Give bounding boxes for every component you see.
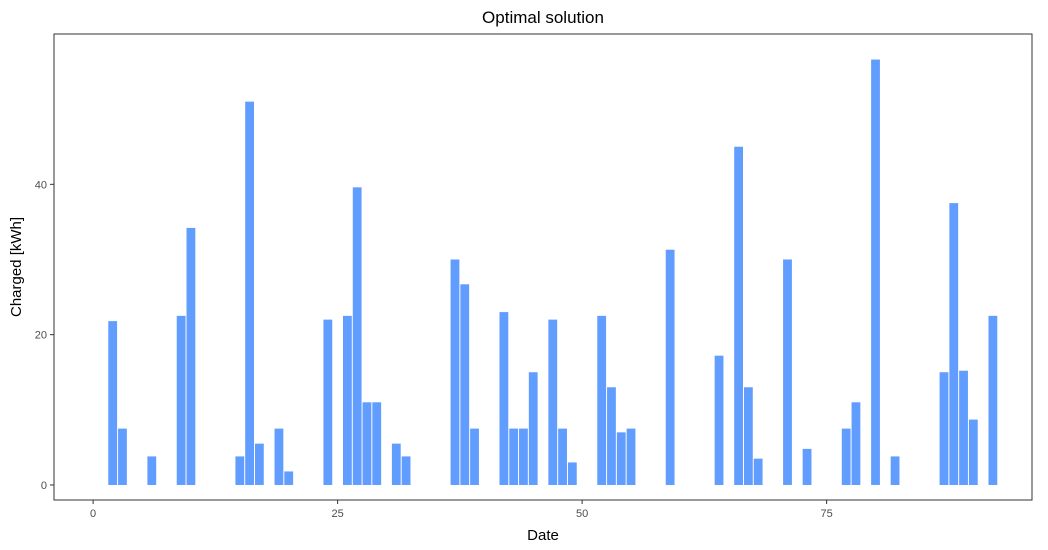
x-tick-label: 50 bbox=[576, 508, 588, 520]
bar-10 bbox=[186, 227, 196, 485]
bar-31 bbox=[391, 443, 401, 485]
bar-26 bbox=[343, 315, 352, 485]
bar-88 bbox=[949, 203, 959, 485]
bar-20 bbox=[284, 471, 294, 485]
bar-55 bbox=[626, 428, 636, 485]
bar-19 bbox=[274, 428, 284, 485]
bar-53 bbox=[607, 387, 616, 485]
bar-24 bbox=[323, 319, 333, 485]
plot-panel bbox=[53, 33, 1033, 501]
bar-68 bbox=[753, 458, 763, 485]
bar-80 bbox=[871, 59, 880, 485]
bar-28 bbox=[362, 402, 372, 485]
bar-32 bbox=[401, 456, 411, 485]
y-tick-label: 20 bbox=[35, 330, 47, 342]
bar-29 bbox=[372, 402, 382, 485]
bar-67 bbox=[743, 387, 753, 485]
bar-52 bbox=[597, 315, 607, 485]
bar-16 bbox=[245, 101, 254, 485]
bar-66 bbox=[734, 146, 743, 485]
bar-90 bbox=[968, 419, 978, 485]
bar-59 bbox=[665, 249, 675, 485]
bar-43 bbox=[509, 428, 519, 485]
bar-77 bbox=[841, 428, 851, 485]
bar-17 bbox=[254, 443, 264, 485]
bars-layer bbox=[108, 59, 998, 485]
bar-45 bbox=[528, 372, 538, 485]
bar-42 bbox=[499, 312, 509, 485]
bar-37 bbox=[450, 259, 460, 485]
bar-3 bbox=[118, 428, 127, 485]
bar-27 bbox=[352, 187, 362, 485]
bar-38 bbox=[460, 284, 470, 485]
bar-87 bbox=[939, 372, 949, 485]
y-tick-label: 40 bbox=[35, 179, 47, 191]
chart-title: Optimal solution bbox=[482, 8, 604, 27]
x-tick-label: 25 bbox=[331, 508, 343, 520]
bar-6 bbox=[147, 456, 157, 485]
y-axis-title: Charged [kWh] bbox=[8, 217, 25, 317]
bar-44 bbox=[519, 428, 528, 485]
x-axis-title: Date bbox=[527, 527, 559, 544]
x-axis: 0 25 50 75 bbox=[90, 500, 833, 520]
bar-89 bbox=[959, 370, 968, 485]
bar-54 bbox=[616, 432, 626, 485]
y-axis: 0 20 40 bbox=[35, 179, 54, 492]
y-tick-label: 0 bbox=[41, 480, 47, 492]
bar-78 bbox=[851, 402, 861, 485]
bar-73 bbox=[802, 448, 812, 485]
bar-39 bbox=[470, 428, 479, 485]
bar-15 bbox=[235, 456, 245, 485]
bar-2 bbox=[108, 321, 118, 485]
bar-48 bbox=[558, 428, 567, 485]
bar-9 bbox=[176, 315, 186, 485]
x-tick-label: 75 bbox=[820, 508, 832, 520]
bar-92 bbox=[988, 315, 998, 485]
bar-47 bbox=[548, 319, 558, 485]
x-tick-label: 0 bbox=[90, 508, 96, 520]
bar-64 bbox=[714, 355, 724, 485]
bar-49 bbox=[567, 462, 577, 485]
bar-82 bbox=[890, 456, 900, 485]
bar-71 bbox=[783, 259, 792, 485]
